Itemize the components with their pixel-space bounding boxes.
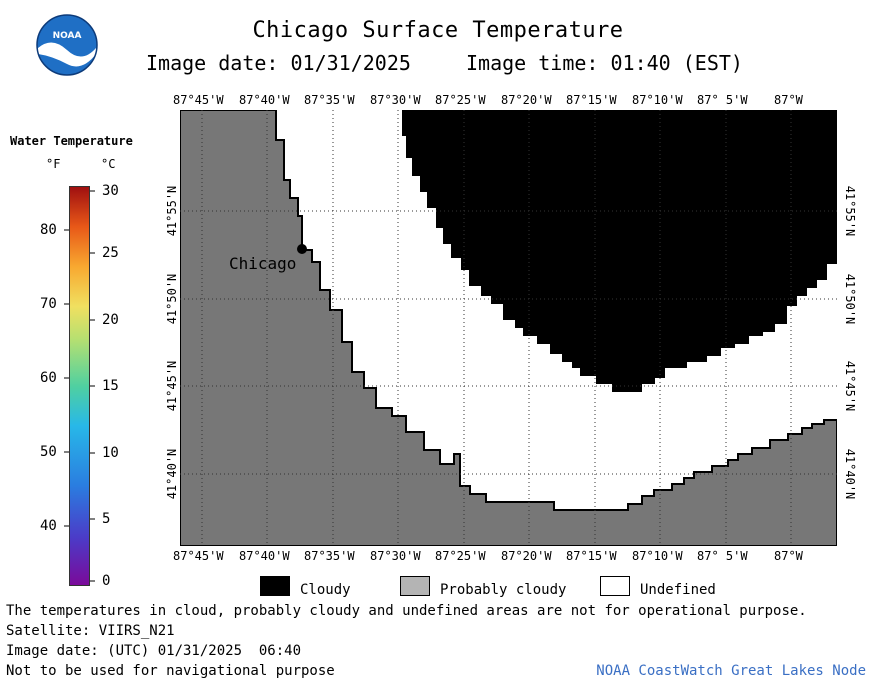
lon-label-bottom: 87°30'W <box>370 549 421 563</box>
f-tick: 60 <box>40 370 57 386</box>
legend-undefined-label: Undefined <box>640 582 716 598</box>
lon-label-top: 87°15'W <box>566 93 617 107</box>
chicago-label: Chicago <box>229 254 297 273</box>
colorbar <box>69 186 90 586</box>
lon-label-bottom: 87° 5'W <box>697 549 748 563</box>
lon-label-top: 87°10'W <box>632 93 683 107</box>
legend-probably-cloudy-swatch <box>400 576 430 596</box>
land-area <box>180 110 837 546</box>
lon-label-top: 87° 5'W <box>697 93 748 107</box>
chicago-marker <box>297 244 307 254</box>
f-tick: 80 <box>40 222 57 238</box>
f-tick: 50 <box>40 444 57 460</box>
legend-probably-cloudy-label: Probably cloudy <box>440 582 567 598</box>
c-tick: 20 <box>102 312 119 328</box>
lon-label-bottom: 87°W <box>774 549 803 563</box>
legend-cloudy-swatch <box>260 576 290 596</box>
graticule <box>180 110 837 546</box>
c-tick: 15 <box>102 378 119 394</box>
c-tick: 0 <box>102 573 111 589</box>
f-tick: 40 <box>40 518 57 534</box>
map-panel <box>180 110 837 546</box>
lon-label-bottom: 87°40'W <box>239 549 290 563</box>
lon-label-bottom: 87°45'W <box>173 549 224 563</box>
colorbar-unit-f: °F <box>46 157 61 171</box>
lon-label-top: 87°30'W <box>370 93 421 107</box>
disclaimer-text: The temperatures in cloud, probably clou… <box>6 603 807 619</box>
lon-label-bottom: 87°35'W <box>304 549 355 563</box>
lon-label-top: 87°35'W <box>304 93 355 107</box>
lon-label-top: 87°40'W <box>239 93 290 107</box>
lon-label-top: 87°W <box>774 93 803 107</box>
satellite-text: Satellite: VIIRS_N21 <box>6 623 175 639</box>
c-tick: 5 <box>102 511 111 527</box>
image-date-label: Image date: 01/31/2025 <box>146 51 411 75</box>
lon-label-bottom: 87°20'W <box>501 549 552 563</box>
lon-label-bottom: 87°10'W <box>632 549 683 563</box>
colorbar-ticks <box>64 190 95 582</box>
c-tick: 10 <box>102 445 119 461</box>
lat-label-left: 41°45'N <box>165 360 179 412</box>
lon-label-bottom: 87°15'W <box>566 549 617 563</box>
navigation-warning: Not to be used for navigational purpose <box>6 663 335 679</box>
c-tick: 25 <box>102 245 119 261</box>
image-time-label: Image time: 01:40 (EST) <box>466 51 743 75</box>
lat-label-right: 41°45'N <box>843 360 857 412</box>
lat-label-left: 41°50'N <box>165 273 179 325</box>
lat-label-right: 41°55'N <box>843 185 857 237</box>
legend-cloudy-label: Cloudy <box>300 582 351 598</box>
lat-label-left: 41°40'N <box>165 448 179 500</box>
c-tick: 30 <box>102 183 119 199</box>
cloud-area <box>402 110 837 392</box>
credit-text: NOAA CoastWatch Great Lakes Node <box>596 663 866 679</box>
lat-label-right: 41°50'N <box>843 273 857 325</box>
utc-date-text: Image date: (UTC) 01/31/2025 06:40 <box>6 643 302 659</box>
noaa-logo: NOAA <box>36 14 98 76</box>
lat-label-left: 41°55'N <box>165 185 179 237</box>
noaa-logo-icon <box>36 14 98 76</box>
lon-label-top: 87°45'W <box>173 93 224 107</box>
lon-label-top: 87°20'W <box>501 93 552 107</box>
page-title: Chicago Surface Temperature <box>252 18 624 43</box>
lat-label-right: 41°40'N <box>843 448 857 500</box>
colorbar-title: Water Temperature <box>10 134 133 148</box>
lon-label-bottom: 87°25'W <box>435 549 486 563</box>
legend-undefined-swatch <box>600 576 630 596</box>
noaa-logo-text: NOAA <box>52 31 82 41</box>
colorbar-unit-c: °C <box>101 157 116 171</box>
lon-label-top: 87°25'W <box>435 93 486 107</box>
f-tick: 70 <box>40 296 57 312</box>
